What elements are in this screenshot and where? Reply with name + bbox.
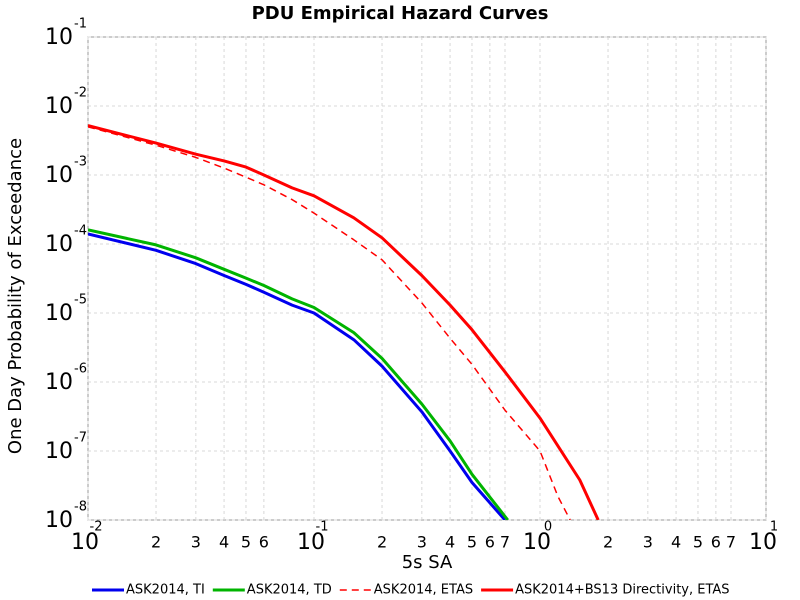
y-tick-label: 10 (45, 94, 73, 119)
series-line (88, 228, 509, 520)
x-tick-label: 5 (693, 533, 703, 552)
y-tick-label: 10 (45, 25, 73, 50)
plot-area (87, 36, 767, 521)
y-tick-label: 10 (45, 370, 73, 395)
x-tick-label: 2 (603, 533, 613, 552)
y-tick-power: -6 (74, 362, 87, 377)
y-tick-label: 10 (45, 439, 73, 464)
x-axis-label: 5s SA (402, 552, 453, 573)
legend-label: ASK2014, TD (247, 583, 332, 598)
x-tick-label: 4 (445, 533, 455, 552)
x-tick-label: 7 (726, 533, 736, 552)
legend: ASK2014, TI ASK2014, TD ASK2014, ETAS ASK20… (92, 583, 730, 598)
y-tick-power: -7 (74, 431, 87, 446)
y-tick-power: -1 (74, 17, 87, 32)
x-tick-power: 0 (544, 520, 552, 535)
x-tick-label: 7 (500, 533, 510, 552)
legend-label: ASK2014+BS13 Directivity, ETAS (515, 583, 729, 598)
y-tick-label: 10 (45, 232, 73, 257)
x-tick-label: 2 (151, 533, 161, 552)
y-tick-power: -8 (74, 500, 87, 515)
x-tick-label: 10 (71, 530, 99, 555)
x-tick-label: 10 (297, 530, 325, 555)
x-tick-label: 5 (241, 533, 251, 552)
x-tick-power: 1 (770, 520, 778, 535)
x-tick-label: 6 (711, 533, 721, 552)
legend-label: ASK2014, ETAS (374, 583, 473, 598)
y-tick-power: -2 (74, 86, 87, 101)
x-tick-label: 3 (191, 533, 201, 552)
x-tick-label: 3 (417, 533, 427, 552)
x-tick-label: 3 (643, 533, 653, 552)
grid (87, 36, 767, 521)
lines (88, 124, 600, 520)
x-tick-power: -1 (316, 520, 329, 535)
x-tick-label: 2 (377, 533, 387, 552)
y-axis-label: One Day Probability of Exceedance (5, 138, 26, 454)
x-tick-label: 6 (485, 533, 495, 552)
series-line (88, 126, 571, 520)
y-tick-label: 10 (45, 508, 73, 533)
y-tick-power: -4 (74, 224, 87, 239)
x-tick-label: 10 (523, 530, 551, 555)
x-tick-label: 10 (749, 530, 777, 555)
x-tick-label: 6 (259, 533, 269, 552)
x-tick-power: -2 (90, 520, 103, 535)
chart-title: PDU Empirical Hazard Curves (252, 3, 549, 24)
y-tick-power: -3 (74, 155, 87, 170)
x-tick-label: 5 (467, 533, 477, 552)
x-tick-label: 4 (219, 533, 229, 552)
legend-label: ASK2014, TI (126, 583, 205, 598)
x-tick-label: 4 (671, 533, 681, 552)
series-line (88, 232, 507, 520)
y-tick-label: 10 (45, 163, 73, 188)
series-line (88, 124, 600, 520)
y-tick-power: -5 (74, 293, 87, 308)
y-tick-label: 10 (45, 301, 73, 326)
